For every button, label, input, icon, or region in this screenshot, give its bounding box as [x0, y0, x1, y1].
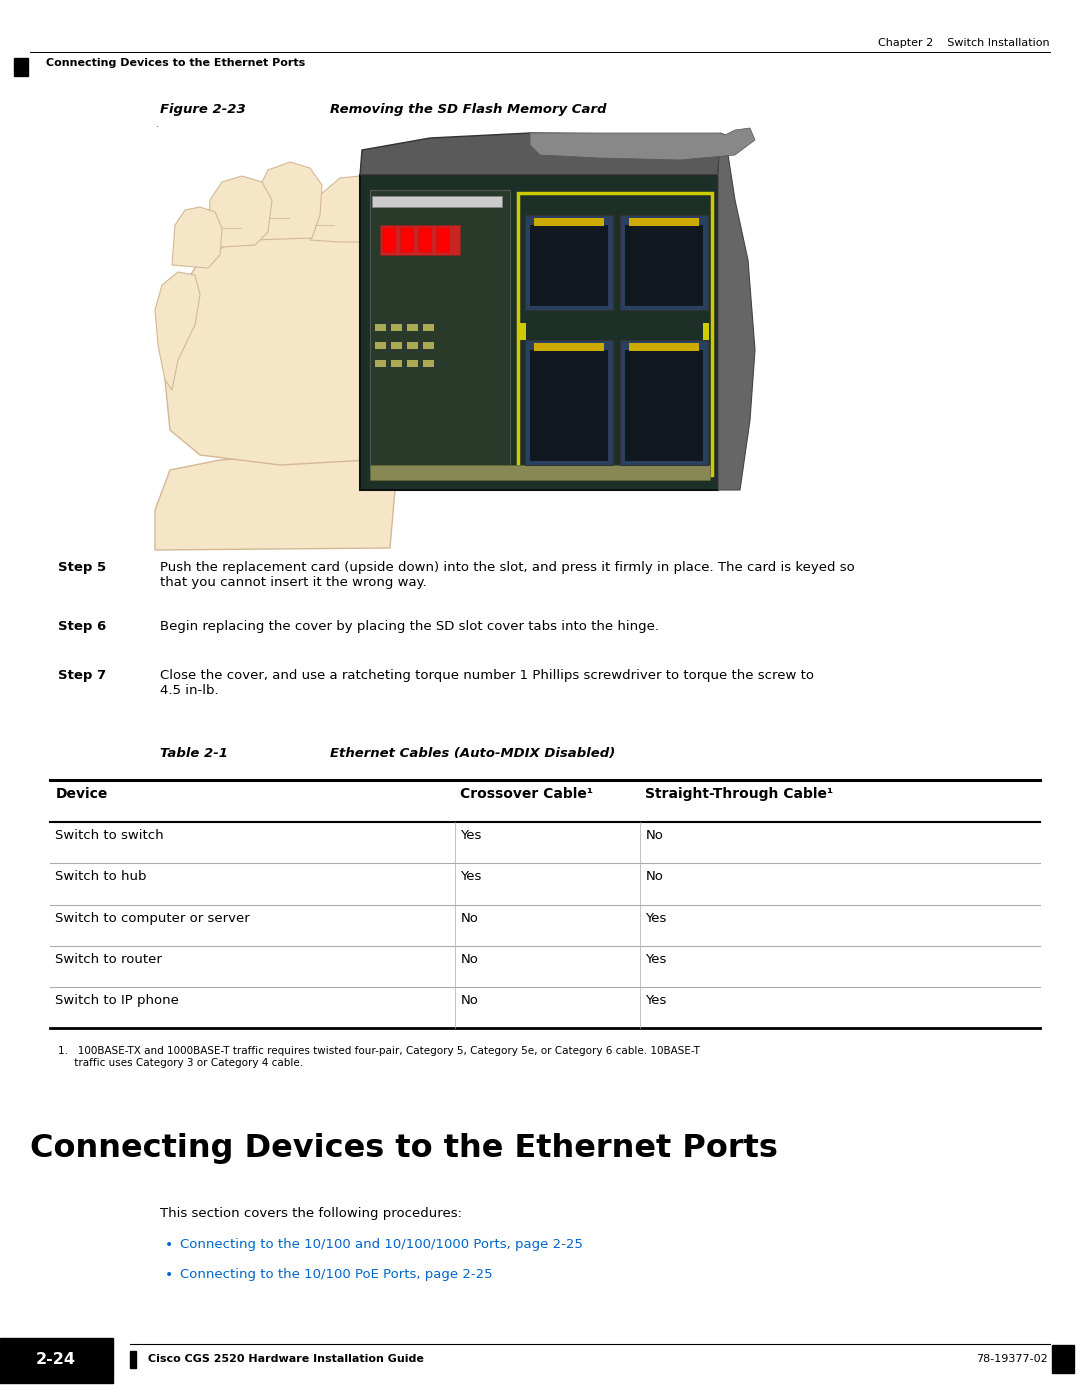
Bar [534, 218, 605, 226]
Bar [391, 360, 402, 367]
Bar [407, 360, 418, 367]
Text: Step 7: Step 7 [58, 669, 106, 682]
Bar [437, 228, 449, 251]
Text: Connecting to the 10/100 and 10/100/1000 Ports, page 2-25: Connecting to the 10/100 and 10/100/1000… [180, 1238, 583, 1250]
Bar [423, 342, 434, 349]
Bar [14, 59, 28, 75]
Text: Yes: Yes [646, 953, 666, 965]
Bar [534, 342, 605, 351]
Text: Switch to IP phone: Switch to IP phone [55, 993, 179, 1007]
Text: •: • [165, 1238, 173, 1252]
Bar [629, 218, 700, 226]
Text: Switch to router: Switch to router [55, 953, 162, 965]
Text: Yes: Yes [460, 870, 482, 883]
Bar [407, 342, 418, 349]
Bar [423, 324, 434, 331]
Text: Step 5: Step 5 [58, 560, 106, 574]
Polygon shape [360, 175, 718, 490]
Text: Switch to computer or server: Switch to computer or server [55, 911, 251, 925]
Text: Figure 2-23: Figure 2-23 [160, 103, 246, 116]
Polygon shape [530, 129, 755, 161]
Text: Connecting to the 10/100 PoE Ports, page 2-25: Connecting to the 10/100 PoE Ports, page… [180, 1268, 492, 1281]
Bar [525, 339, 613, 465]
Bar [401, 228, 413, 251]
Bar [0, 1338, 113, 1383]
Polygon shape [360, 133, 720, 175]
Text: Table 2-1: Table 2-1 [160, 747, 228, 760]
Text: 1.   100BASE-TX and 1000BASE-T traffic requires twisted four-pair, Category 5, C: 1. 100BASE-TX and 1000BASE-T traffic req… [58, 1046, 700, 1067]
Text: Step 6: Step 6 [58, 620, 106, 633]
Bar [370, 190, 510, 475]
Bar [521, 323, 526, 339]
Bar [391, 324, 402, 331]
Polygon shape [208, 176, 272, 249]
Text: Connecting Devices to the Ethernet Ports: Connecting Devices to the Ethernet Ports [30, 1133, 778, 1164]
Polygon shape [156, 455, 395, 550]
Text: No: No [460, 993, 478, 1007]
Text: •: • [165, 1268, 173, 1282]
Text: Chapter 2    Switch Installation: Chapter 2 Switch Installation [878, 38, 1050, 47]
Bar [525, 215, 613, 310]
Bar [625, 225, 703, 306]
Text: No: No [646, 870, 663, 883]
Bar [375, 360, 386, 367]
Bar [383, 228, 395, 251]
Bar [620, 339, 708, 465]
Text: 2-24: 2-24 [36, 1352, 77, 1366]
Text: Push the replacement card (upside down) into the slot, and press it firmly in pl: Push the replacement card (upside down) … [160, 560, 854, 590]
Bar [620, 215, 708, 310]
Bar [407, 324, 418, 331]
Text: Straight-Through Cable¹: Straight-Through Cable¹ [646, 787, 834, 800]
Text: Yes: Yes [460, 830, 482, 842]
Text: Crossover Cable¹: Crossover Cable¹ [460, 787, 593, 800]
Polygon shape [718, 133, 755, 490]
Text: No: No [460, 953, 478, 965]
Text: Begin replacing the cover by placing the SD slot cover tabs into the hinge.: Begin replacing the cover by placing the… [160, 620, 659, 633]
Text: This section covers the following procedures:: This section covers the following proced… [160, 1207, 462, 1220]
Bar [1052, 1345, 1074, 1373]
Text: Device: Device [55, 787, 108, 800]
Text: Switch to hub: Switch to hub [55, 870, 147, 883]
Text: Yes: Yes [646, 911, 666, 925]
Bar [375, 324, 386, 331]
Bar [703, 323, 708, 339]
Text: Connecting Devices to the Ethernet Ports: Connecting Devices to the Ethernet Ports [46, 59, 306, 68]
Text: No: No [460, 911, 478, 925]
Bar [419, 228, 431, 251]
Text: No: No [646, 830, 663, 842]
Text: 78-19377-02: 78-19377-02 [976, 1354, 1048, 1365]
Polygon shape [156, 272, 200, 390]
Text: Switch to switch: Switch to switch [55, 830, 164, 842]
Bar [370, 465, 710, 481]
Polygon shape [310, 175, 395, 242]
Text: Removing the SD Flash Memory Card: Removing the SD Flash Memory Card [330, 103, 607, 116]
Bar [629, 342, 700, 351]
Text: .: . [156, 120, 158, 129]
Bar [380, 225, 460, 256]
Text: Yes: Yes [646, 993, 666, 1007]
Bar [391, 342, 402, 349]
Bar [372, 196, 502, 207]
Text: Close the cover, and use a ratcheting torque number 1 Phillips screwdriver to to: Close the cover, and use a ratcheting to… [160, 669, 814, 697]
Bar [530, 225, 608, 306]
Polygon shape [165, 231, 400, 465]
Bar [518, 193, 712, 475]
Bar [423, 360, 434, 367]
Text: Cisco CGS 2520 Hardware Installation Guide: Cisco CGS 2520 Hardware Installation Gui… [148, 1354, 423, 1365]
Bar [530, 349, 608, 461]
Polygon shape [255, 162, 322, 240]
Bar [375, 342, 386, 349]
Bar [130, 1351, 136, 1368]
Polygon shape [172, 207, 222, 268]
Bar [625, 349, 703, 461]
Text: Ethernet Cables (Auto-MDIX Disabled): Ethernet Cables (Auto-MDIX Disabled) [330, 747, 616, 760]
